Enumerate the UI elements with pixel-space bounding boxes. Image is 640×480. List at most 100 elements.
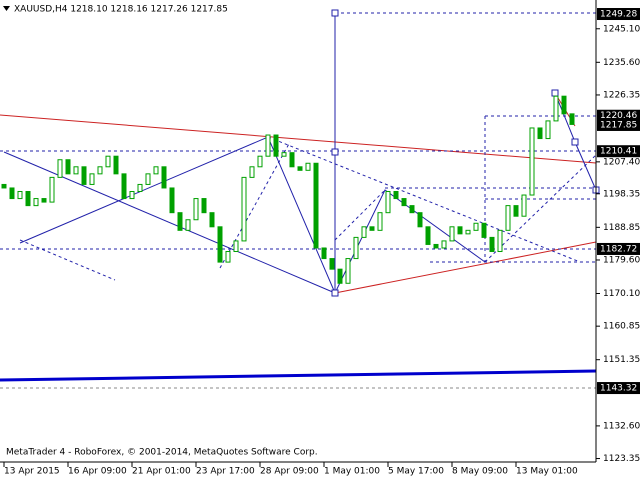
- footer: MetaTrader 4 - RoboForex, © 2001-2014, M…: [6, 448, 318, 458]
- candle-body: [1, 183, 7, 189]
- candle-body: [297, 166, 303, 171]
- dashed-lines: [0, 12, 597, 281]
- candle-body: [393, 190, 399, 200]
- candle-body: [153, 166, 159, 175]
- candle-body: [137, 183, 143, 192]
- price-label: 1217.85: [600, 120, 637, 130]
- candle-body: [369, 226, 375, 231]
- candle-body: [33, 198, 39, 207]
- price-label: 1143.32: [600, 384, 637, 394]
- candle-body: [561, 95, 567, 115]
- x-tick-label: 5 May 17:00: [388, 467, 444, 477]
- red-trend-line: [0, 114, 597, 164]
- y-tick-label: 1160.85: [603, 322, 640, 332]
- y-tick-label: 1170.10: [603, 289, 640, 299]
- candle-body: [257, 155, 263, 168]
- candle-body: [521, 194, 527, 217]
- candle-body: [537, 127, 543, 140]
- candle-body: [185, 219, 191, 231]
- x-tick-label: 28 Apr 09:00: [260, 467, 319, 477]
- candle-body: [353, 236, 359, 260]
- candle-body: [473, 222, 479, 231]
- candle-body: [129, 190, 135, 200]
- candle-body: [281, 152, 287, 157]
- candle-body: [497, 229, 503, 253]
- x-tick-label: 23 Apr 17:00: [196, 467, 255, 477]
- candle-body: [265, 134, 271, 157]
- y-tick-label: 1245.10: [603, 24, 640, 34]
- x-tick-label: 1 May 01:00: [324, 467, 380, 477]
- candle-body: [49, 176, 55, 203]
- x-tick-label: 13 May 01:00: [516, 467, 578, 477]
- blue-thick-line: [0, 369, 597, 382]
- candle-body: [409, 205, 415, 214]
- candle-body: [25, 190, 31, 207]
- y-tick-label: 1179.60: [603, 255, 640, 265]
- candle-body: [177, 212, 183, 231]
- candle-body: [505, 205, 511, 231]
- price-label-box: [597, 145, 640, 158]
- menu-arrow: [3, 6, 10, 11]
- candle-body: [329, 258, 335, 270]
- anchor-point: [331, 289, 339, 297]
- y-tick-label: 1198.35: [603, 189, 640, 199]
- candle-body: [289, 152, 295, 168]
- price-label-box: [597, 382, 640, 395]
- candle-body: [361, 226, 367, 238]
- candle-body: [401, 198, 407, 207]
- drawing-objects: [0, 9, 600, 389]
- chart-title: XAUUSD,H4 1218.10 1218.16 1217.26 1217.8…: [14, 5, 228, 15]
- candle-body: [377, 212, 383, 231]
- anchor-point: [331, 148, 339, 156]
- candle-body: [489, 236, 495, 253]
- candle-body: [385, 190, 391, 214]
- x-tick-label: 21 Apr 01:00: [132, 467, 191, 477]
- y-tick-label: 1207.40: [603, 157, 640, 167]
- candle-body: [17, 190, 23, 200]
- plot: [1, 95, 575, 284]
- candle-body: [305, 162, 311, 171]
- y-tick-label: 1151.35: [603, 355, 640, 365]
- candle-body: [145, 173, 151, 185]
- y-tick-label: 1226.35: [603, 90, 640, 100]
- candle-body: [57, 159, 63, 178]
- candle-body: [569, 113, 575, 125]
- candle-body: [89, 173, 95, 185]
- y-tick-label: 1188.85: [603, 223, 640, 233]
- candle-body: [241, 176, 247, 242]
- candle-body: [41, 198, 47, 203]
- candle-body: [441, 240, 447, 249]
- price-label-box: [597, 8, 640, 21]
- candle-body: [9, 187, 15, 200]
- candle-body: [553, 95, 559, 122]
- y-tick-label: 1123.35: [603, 454, 640, 464]
- candle-body: [209, 212, 215, 228]
- candle-body: [201, 198, 207, 214]
- candle-body: [337, 268, 343, 284]
- y-tick-label: 1235.60: [603, 58, 640, 68]
- candle-body: [545, 120, 551, 140]
- price-label: 1220.46: [600, 111, 637, 121]
- candle-body: [449, 226, 455, 242]
- candle-body: [345, 258, 351, 284]
- anchor-point: [331, 9, 339, 17]
- anchor-point: [551, 89, 559, 97]
- candle-body: [417, 212, 423, 228]
- price-label: 1182.72: [600, 244, 637, 254]
- candle-body: [113, 155, 119, 175]
- candle-body: [169, 187, 175, 214]
- candle-body: [457, 226, 463, 235]
- candle-body: [313, 162, 319, 249]
- candle-body: [225, 251, 231, 263]
- candle-body: [321, 247, 327, 260]
- candle-body: [217, 226, 223, 263]
- x-tick-label: 16 Apr 09:00: [68, 467, 127, 477]
- price-label-box: [597, 242, 640, 255]
- x-tick-label: 13 Apr 2015: [4, 467, 60, 477]
- price-label-box: [597, 118, 640, 131]
- candle-body: [513, 205, 519, 217]
- price-label: 1210.41: [600, 147, 637, 157]
- candle-body: [81, 166, 87, 185]
